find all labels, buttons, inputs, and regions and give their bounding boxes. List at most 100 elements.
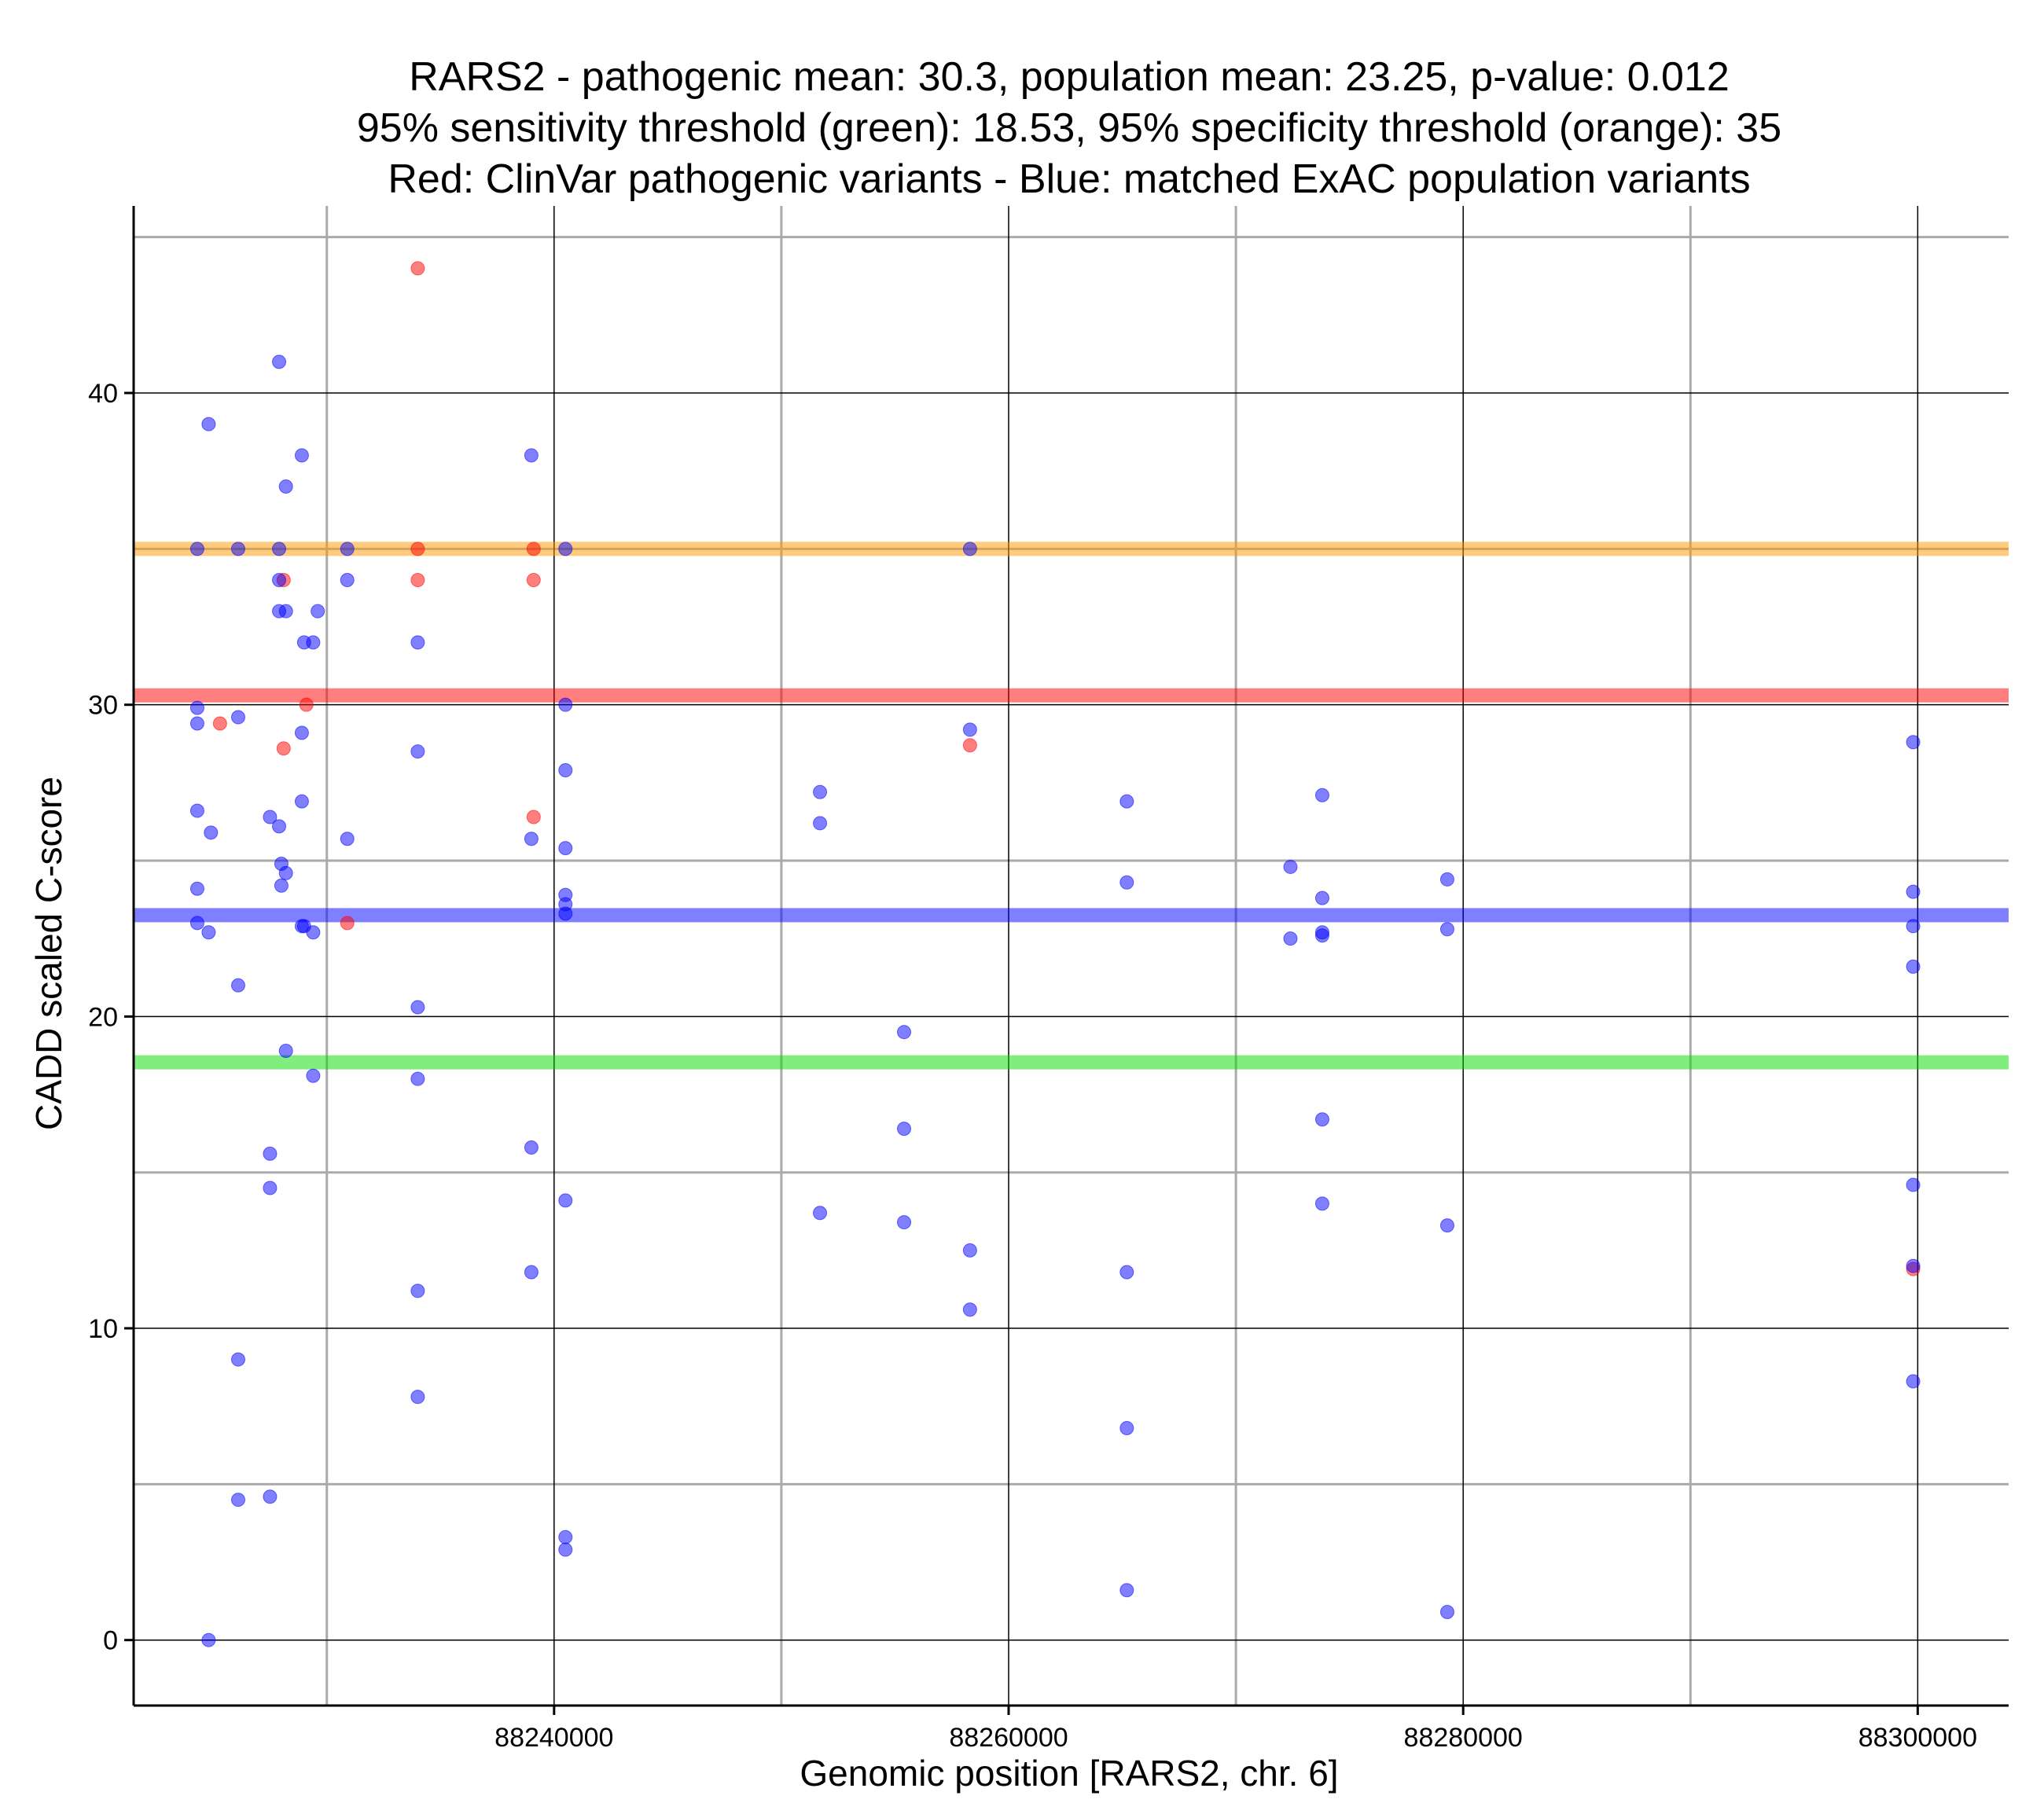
reference-lines [134, 542, 2009, 1070]
population-variant-point [306, 635, 321, 650]
population-variant-point [1314, 1196, 1329, 1211]
population-variant-point [1906, 1177, 1921, 1192]
pathogenic-variant-point [962, 738, 977, 753]
pathogenic-variant-point [526, 542, 541, 556]
y-tick-label: 0 [103, 1626, 118, 1656]
population-variant-point [230, 542, 245, 556]
population-variant-point [813, 784, 828, 799]
population-variant-point [524, 832, 539, 846]
population-variant-point [410, 1000, 425, 1015]
y-tick-label: 40 [88, 379, 118, 409]
population-variant-point [962, 1243, 977, 1258]
population-variant-point [263, 1181, 278, 1195]
population-variant-point [340, 832, 355, 846]
population-variant-point [1906, 735, 1921, 750]
population-variant-point [558, 542, 573, 556]
population-variant-point [813, 1206, 828, 1221]
population-variant-point [1119, 1420, 1134, 1435]
population-variant-point [278, 1043, 293, 1058]
population-variant-point [1119, 1583, 1134, 1598]
x-tick-label: 88240000 [494, 1723, 613, 1753]
pathogenic-variant-point [410, 573, 425, 588]
population-variant-point [558, 906, 573, 921]
population-variant-point [897, 1025, 912, 1040]
population-variant-point [340, 542, 355, 556]
population-variant-point [524, 1140, 539, 1155]
population-variant-point [1439, 922, 1454, 937]
population-variant-point [1314, 788, 1329, 802]
population-variant-point [558, 1529, 573, 1544]
population-variant-point [189, 716, 204, 731]
population-variant-point [294, 725, 309, 740]
population-variant-point [558, 697, 573, 712]
population-variant-point [1119, 1265, 1134, 1280]
population-variant-point [311, 604, 325, 619]
pathogenic-variant-point [299, 697, 314, 712]
population-variant-point [558, 841, 573, 856]
pathogenic-variant-point [410, 542, 425, 556]
data-points [189, 261, 1921, 1647]
population-variant-point [1906, 959, 1921, 974]
population-variant-point [558, 1193, 573, 1208]
pathogenic-variant-point [340, 916, 355, 931]
population-variant-point [558, 762, 573, 777]
chart-title-line-3: Red: ClinVar pathogenic variants - Blue:… [388, 156, 1750, 202]
population-variant-point [278, 604, 293, 619]
population-variant-point [263, 810, 278, 824]
population-variant-point [1119, 875, 1134, 890]
population-variant-point [201, 925, 216, 940]
population-variant-point [410, 635, 425, 650]
population-variant-point [272, 819, 287, 834]
population-variant-point [189, 916, 204, 931]
y-tick-label: 10 [88, 1314, 118, 1344]
chart-title-line-2: 95% sensitivity threshold (green): 18.53… [357, 105, 1781, 151]
population-variant-point [558, 1542, 573, 1557]
population-variant-point [962, 1302, 977, 1317]
population-variant-point [1314, 890, 1329, 905]
y-axis-title: CADD scaled C-score [28, 777, 69, 1130]
population-variant-point [1906, 1374, 1921, 1389]
population-variant-point [189, 542, 204, 556]
population-variant-point [272, 573, 287, 588]
population-variant-point [1906, 919, 1921, 934]
population-variant-point [274, 878, 289, 893]
population-variant-point [263, 1146, 278, 1161]
pathogenic-variant-point [276, 741, 291, 756]
pathogenic-variant-point [410, 261, 425, 276]
population-variant-point [230, 1493, 245, 1507]
population-variant-point [1906, 1258, 1921, 1273]
population-variant-point [813, 816, 828, 831]
population-variant-point [410, 1390, 425, 1405]
population-variant-point [524, 448, 539, 463]
population-variant-point [1283, 859, 1298, 874]
population-variant-point [294, 794, 309, 809]
pathogenic-variant-point [212, 716, 227, 731]
population-variant-point [189, 881, 204, 896]
population-variant-point [204, 825, 219, 840]
population-variant-point [1906, 884, 1921, 899]
population-variant-point [201, 417, 216, 431]
population-variant-point [294, 448, 309, 463]
axes: 0 10 20 30 40 88240000 88260000 88280000 8830000… [88, 206, 2009, 1753]
population-variant-point [1439, 1218, 1454, 1233]
population-variant-point [230, 710, 245, 725]
y-tick-label: 20 [88, 1002, 118, 1032]
population-variant-point [230, 978, 245, 993]
population-variant-point [189, 700, 204, 715]
y-tick-label: 30 [88, 691, 118, 721]
population-variant-point [962, 722, 977, 737]
population-variant-point [1119, 794, 1134, 809]
population-variant-point [410, 1071, 425, 1086]
pathogenic-variant-point [526, 573, 541, 588]
population-variant-point [1283, 931, 1298, 946]
grid-layer [134, 206, 2009, 1706]
population-variant-point [306, 1068, 321, 1083]
population-variant-point [272, 542, 287, 556]
population-variant-point [263, 1489, 278, 1504]
population-variant-point [962, 542, 977, 556]
chart-title-line-1: RARS2 - pathogenic mean: 30.3, populatio… [409, 54, 1730, 100]
population-variant-point [278, 479, 293, 494]
population-variant-point [897, 1215, 912, 1230]
